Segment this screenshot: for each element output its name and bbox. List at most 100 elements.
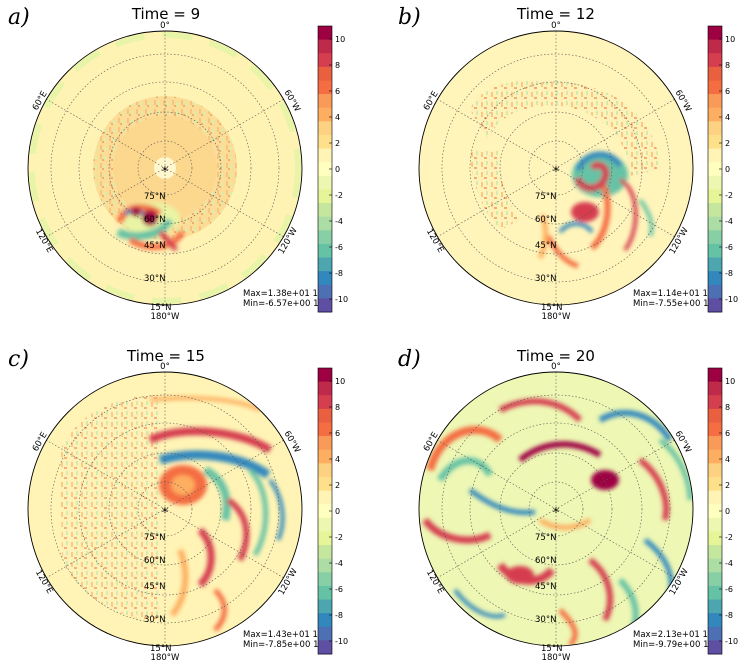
colorbar-tick-label: 2 bbox=[725, 139, 730, 148]
colorbar-segment bbox=[318, 395, 332, 410]
lon-label-180-a: 180°W bbox=[151, 312, 180, 322]
colorbar-tick-label: 8 bbox=[335, 61, 340, 70]
colorbar-tick-label: -10 bbox=[335, 637, 348, 646]
colorbar-tick-label: 4 bbox=[725, 113, 730, 122]
pole-marker-b: * bbox=[553, 165, 560, 180]
colorbar-segment bbox=[318, 203, 332, 218]
colorbar-tick-label: -4 bbox=[725, 217, 733, 226]
lat-label-75-a: 75°N bbox=[144, 192, 165, 202]
map-boundary-a bbox=[27, 30, 303, 306]
max-label-d: Max=2.13e+01 1/s bbox=[633, 630, 716, 640]
colorbar-tick-label: -8 bbox=[335, 611, 343, 620]
colorbar-tick-label: 2 bbox=[335, 139, 340, 148]
panel-c: c) Time = 15 * 75°N 60°N 45°N 30°N 15°N … bbox=[8, 347, 348, 663]
colorbar-segment bbox=[708, 189, 722, 204]
colorbar-tick-label: 0 bbox=[725, 165, 730, 174]
colorbar-tick-label: 2 bbox=[335, 481, 340, 490]
colorbar-segment bbox=[318, 626, 332, 641]
colorbar-segment bbox=[318, 53, 332, 68]
colorbar-segment bbox=[318, 26, 332, 41]
colorbar-segment bbox=[318, 66, 332, 81]
colorbar-segment bbox=[708, 463, 722, 478]
colorbar-segment bbox=[708, 436, 722, 451]
colorbar-segment bbox=[318, 107, 332, 122]
colorbar-segment bbox=[318, 80, 332, 95]
min-label-a: Min=-6.57e+00 1/s bbox=[243, 299, 326, 309]
panel-title-c: Time = 15 bbox=[126, 347, 205, 365]
colorbar-tick-label: -2 bbox=[725, 191, 733, 200]
colorbar-segment bbox=[708, 162, 722, 177]
colorbar-segment bbox=[318, 271, 332, 286]
colorbar-segment bbox=[318, 517, 332, 532]
colorbar-tick-label: 6 bbox=[725, 87, 730, 96]
colorbar-tick-label: 6 bbox=[335, 87, 340, 96]
colorbar-segment bbox=[708, 504, 722, 519]
colorbar-tick-label: -6 bbox=[335, 585, 343, 594]
colorbar-segment bbox=[708, 243, 722, 259]
lon-label-0-d: 0° bbox=[551, 362, 561, 372]
grid-d bbox=[436, 372, 676, 646]
lat-label-75-b: 75°N bbox=[535, 192, 556, 202]
colorbar-segment bbox=[318, 230, 332, 245]
colorbar-segment bbox=[318, 640, 332, 655]
lat-labels-b: 75°N 60°N 45°N 30°N 15°N bbox=[535, 192, 562, 313]
colorbar-segment bbox=[318, 545, 332, 560]
colorbar-segment bbox=[318, 148, 332, 163]
panel-letter-b: b) bbox=[398, 5, 421, 30]
pole-marker-a: * bbox=[162, 165, 169, 180]
colorbar-tick-label: 10 bbox=[335, 35, 345, 44]
lat-label-30-d: 30°N bbox=[535, 615, 556, 625]
lat-label-75-c: 75°N bbox=[144, 533, 165, 543]
panel-letter-a: a) bbox=[8, 5, 30, 30]
colorbar-segment bbox=[318, 422, 332, 437]
colorbar-tick-label: -2 bbox=[725, 533, 733, 542]
colorbar-tick-label: -8 bbox=[725, 611, 733, 620]
colorbar-tick-label: -10 bbox=[335, 295, 348, 304]
lon-label-180-c: 180°W bbox=[151, 653, 180, 663]
colorbar-segment bbox=[318, 613, 332, 628]
lon-label-180-d: 180°W bbox=[542, 653, 571, 663]
lon-label-0-c: 0° bbox=[160, 362, 170, 372]
colorbar-segment bbox=[318, 121, 332, 136]
colorbar-segment bbox=[708, 572, 722, 587]
max-label-b: Max=1.14e+01 1/s bbox=[633, 289, 716, 299]
colorbar-segment bbox=[708, 422, 722, 437]
colorbar-segment bbox=[318, 298, 332, 313]
lat-label-15-b: 15°N bbox=[541, 303, 562, 313]
colorbar-segment bbox=[318, 585, 332, 601]
colorbar-tick-label: -10 bbox=[725, 295, 738, 304]
colorbar-a: 10 8 6 4 2 0 -2 -4 -6 -8 -10 bbox=[317, 25, 348, 313]
panel-title-b: Time = 12 bbox=[516, 5, 595, 23]
colorbar-segment bbox=[318, 449, 332, 464]
colorbar-segment bbox=[708, 121, 722, 136]
lat-label-30-b: 30°N bbox=[535, 274, 556, 284]
colorbar-segment bbox=[708, 257, 722, 272]
lon-label-180-b: 180°W bbox=[542, 312, 571, 322]
colorbar-tick-label: -8 bbox=[725, 269, 733, 278]
colorbar-segment bbox=[708, 368, 722, 383]
colorbar-tick-label: 4 bbox=[725, 455, 730, 464]
colorbar-tick-label: 10 bbox=[335, 377, 345, 386]
colorbar-tick-label: 4 bbox=[335, 113, 340, 122]
colorbar-segment bbox=[708, 395, 722, 410]
colorbar-tick-label: 6 bbox=[335, 429, 340, 438]
lat-label-45-d: 45°N bbox=[535, 582, 556, 592]
colorbar-segment bbox=[318, 463, 332, 478]
lon-label-0-a: 0° bbox=[160, 21, 170, 31]
lat-label-60-b: 60°N bbox=[535, 215, 556, 225]
lat-label-15-a: 15°N bbox=[150, 303, 171, 313]
map-boundary-c bbox=[27, 371, 303, 647]
pole-marker-d: * bbox=[553, 506, 560, 521]
colorbar-tick-label: 8 bbox=[725, 61, 730, 70]
colorbar-segment bbox=[708, 284, 722, 299]
lat-label-45-c: 45°N bbox=[144, 582, 165, 592]
colorbar-segment bbox=[318, 558, 332, 573]
colorbar-segment bbox=[708, 640, 722, 655]
colorbar-tick-label: 4 bbox=[335, 455, 340, 464]
colorbar-segment bbox=[708, 26, 722, 41]
colorbar-b: 10 8 6 4 2 0 -2 -4 -6 -8 -10 bbox=[707, 25, 738, 313]
lat-label-60-c: 60°N bbox=[144, 556, 165, 566]
colorbar-tick-label: 0 bbox=[335, 165, 340, 174]
lat-label-60-d: 60°N bbox=[535, 556, 556, 566]
